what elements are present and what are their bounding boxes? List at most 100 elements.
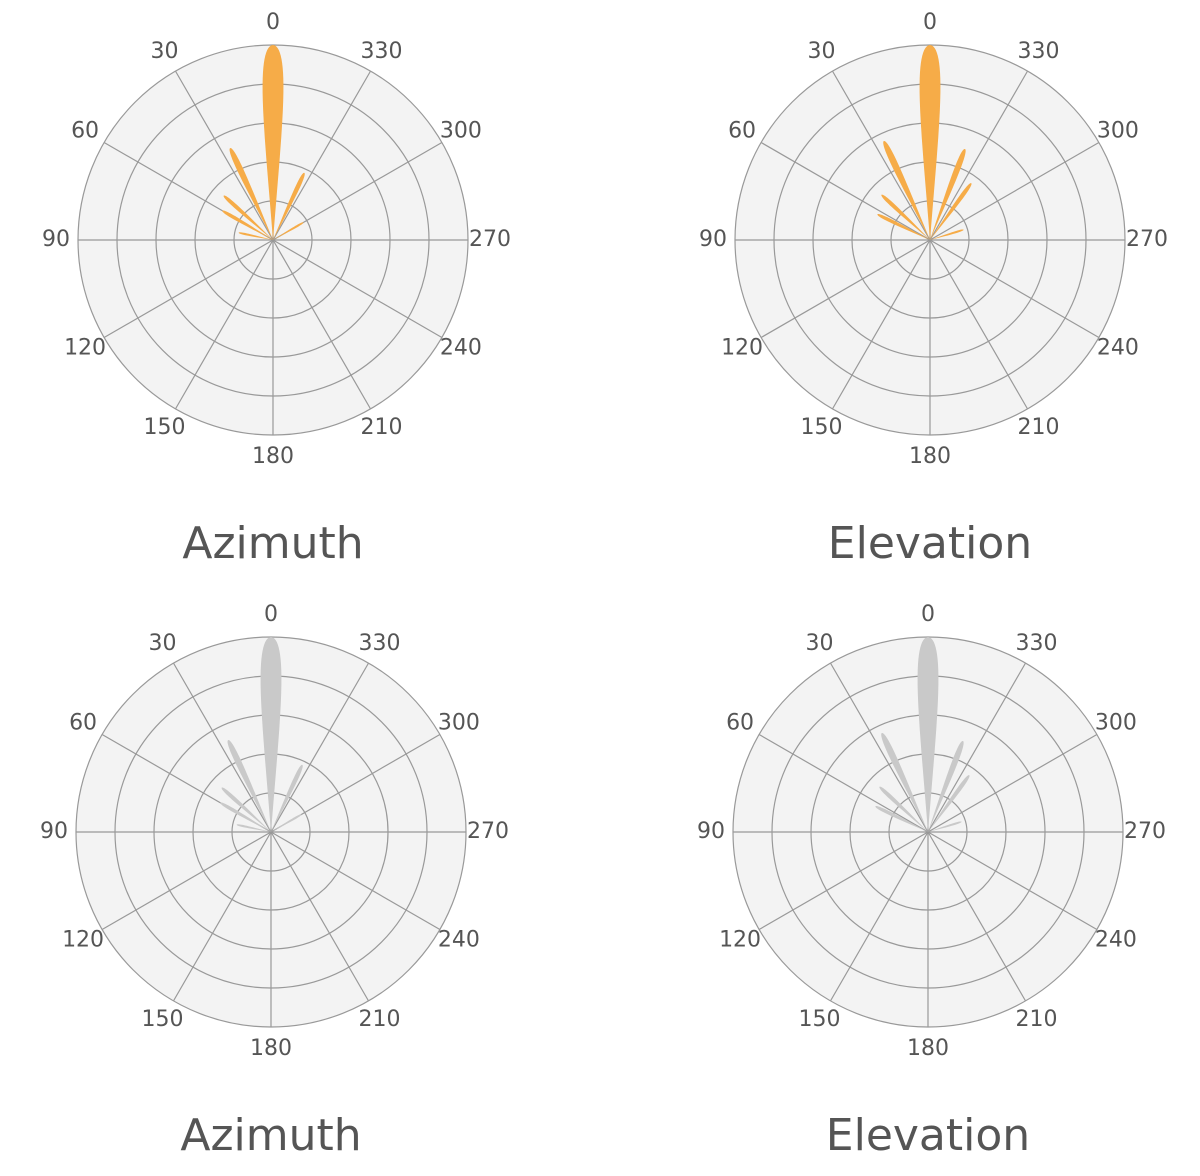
spoke [758,831,929,931]
lobe [883,140,930,240]
spoke [174,239,274,410]
angle-label: 150 [142,1007,184,1032]
spoke [270,662,370,833]
angle-label: 270 [469,227,511,252]
angle-label: 300 [438,711,480,736]
angle-label: 180 [907,1036,949,1061]
lobe [222,210,273,240]
lobe [930,148,966,240]
angle-label: 120 [64,336,106,361]
lobe [879,786,928,832]
spoke [174,70,274,241]
lobe [928,821,962,832]
angle-label: 120 [719,928,761,953]
angle-label: 300 [440,119,482,144]
polar-chart: 0 30 60 90 120 150 180 210 240 270 300 330 Elevation [697,602,1166,1161]
polar-chart: 0 30 60 90 120 150 180 210 240 270 300 330 Azimuth [40,602,509,1161]
lobe [928,740,964,832]
lobe [917,637,939,832]
angle-label: 0 [264,602,278,627]
angle-label: 210 [361,415,403,440]
spoke [270,831,441,931]
polar-chart: 0 30 60 90 120 150 180 210 240 270 300 330 Azimuth [42,10,511,569]
lobe [930,183,972,240]
spoke [829,662,929,833]
angle-label: 330 [1016,631,1058,656]
spoke [272,239,443,339]
angle-label: 150 [144,415,186,440]
spoke [929,70,1029,241]
lobe [919,45,941,240]
angle-label: 150 [799,1007,841,1032]
lobe [881,194,930,240]
chart-title: Elevation [826,1110,1030,1161]
spoke [760,141,931,241]
angle-label: 0 [921,602,935,627]
lobe [928,775,970,832]
angle-label: 60 [71,119,99,144]
angle-label: 30 [151,39,179,64]
angle-label: 30 [808,39,836,64]
spoke [758,733,929,833]
angle-label: 30 [149,631,177,656]
angle-label: 270 [467,819,509,844]
spoke [929,239,1100,339]
angle-label: 120 [721,336,763,361]
angle-label: 300 [1097,119,1139,144]
spoke [760,239,931,339]
angle-label: 60 [726,711,754,736]
spoke [831,239,931,410]
spoke [272,70,372,241]
spoke [103,239,274,339]
spoke [172,662,272,833]
polar-chart: 0 30 60 90 120 150 180 210 240 270 300 330 Elevation [699,10,1168,569]
lobe [271,814,302,832]
angle-label: 180 [909,444,951,469]
angle-label: 60 [69,711,97,736]
angle-label: 150 [801,415,843,440]
spoke [101,831,272,931]
chart-title: Elevation [828,518,1032,569]
lobe [273,222,304,240]
spoke [927,733,1098,833]
chart-title: Azimuth [182,518,363,569]
spoke [172,831,272,1002]
lobe [262,45,284,240]
spoke [927,662,1027,833]
angle-label: 300 [1095,711,1137,736]
angle-label: 210 [1018,415,1060,440]
angle-label: 180 [250,1036,292,1061]
spoke [829,831,929,1002]
lobe [236,824,271,832]
angle-label: 90 [42,227,70,252]
lobe [877,214,930,240]
angle-label: 0 [266,10,280,35]
angle-label: 30 [806,631,834,656]
angle-label: 270 [1126,227,1168,252]
chart-title: Azimuth [180,1110,361,1161]
angle-label: 270 [1124,819,1166,844]
lobe [223,195,273,240]
angle-label: 90 [40,819,68,844]
angle-label: 0 [923,10,937,35]
lobe [881,732,928,832]
angle-label: 240 [440,336,482,361]
angle-label: 90 [697,819,725,844]
angle-label: 180 [252,444,294,469]
spoke [831,70,931,241]
angle-label: 60 [728,119,756,144]
spoke [927,831,1098,931]
angle-label: 330 [1018,39,1060,64]
spoke [270,831,370,1002]
angle-label: 330 [359,631,401,656]
lobe [229,148,273,240]
spoke [272,239,372,410]
lobe [875,806,928,832]
lobe [271,764,303,832]
spoke [929,141,1100,241]
angle-label: 240 [1097,336,1139,361]
lobe [220,802,271,832]
lobe [221,787,271,832]
spoke [927,831,1027,1002]
lobe [273,172,305,240]
